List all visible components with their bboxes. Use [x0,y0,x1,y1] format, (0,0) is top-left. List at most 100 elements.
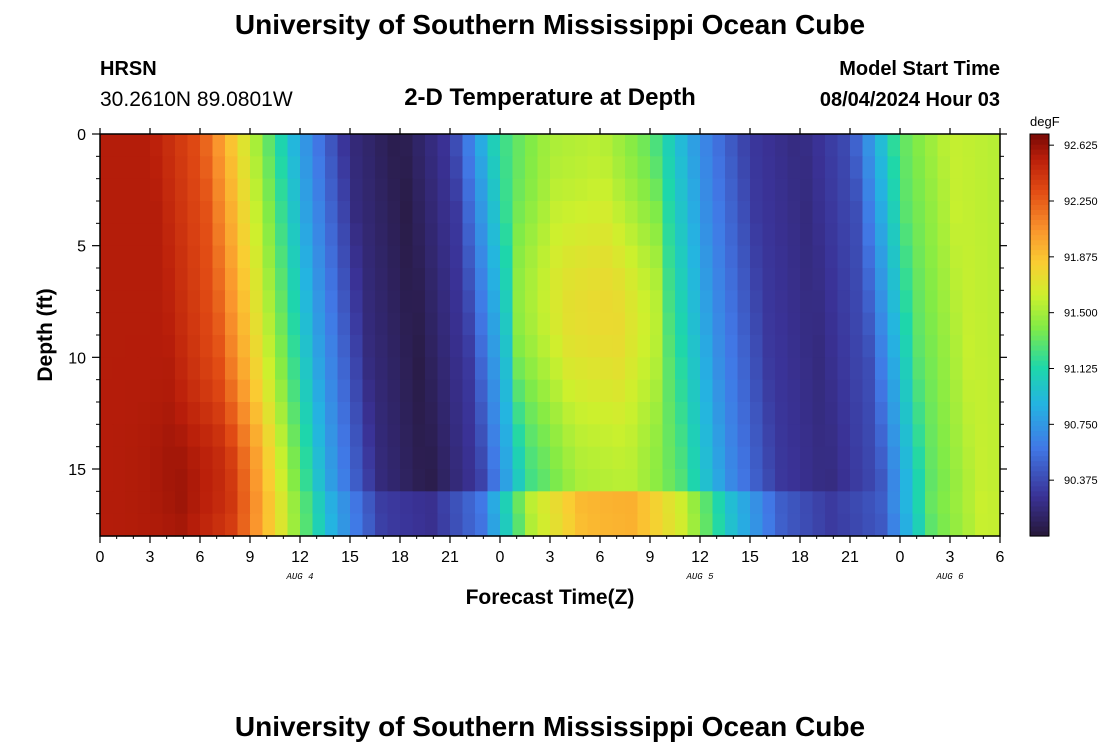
heatmap-cell [712,357,726,381]
heatmap-cell [750,178,764,202]
heatmap-cell [350,379,364,403]
heatmap-cell [475,357,489,381]
heatmap-cell [662,134,676,157]
heatmap-cell [887,223,901,247]
heatmap-cell [725,357,739,381]
heatmap-cell [850,379,864,403]
page-title: University of Southern Mississippi Ocean… [235,9,865,40]
heatmap-cell [975,290,989,314]
x-tick-label: 0 [496,549,505,566]
heatmap-cell [100,268,114,291]
heatmap-cell [450,335,464,358]
heatmap-cell [150,446,164,470]
heatmap-cell [625,245,639,269]
heatmap-cell [362,134,376,157]
heatmap-cell [750,156,764,180]
heatmap-cell [475,491,489,515]
heatmap-cell [437,312,451,336]
heatmap-cell [687,424,701,448]
heatmap-cell [300,513,314,537]
heatmap-cell [962,469,976,492]
station-name: HRSN [100,58,157,80]
heatmap-cell [112,134,126,157]
heatmap-cell [287,357,301,381]
heatmap-cell [250,335,264,358]
heatmap-cell [800,156,814,180]
heatmap-cell [325,513,339,537]
heatmap-cell [975,469,989,492]
heatmap-cell [162,312,176,336]
heatmap-cell [762,134,776,157]
colorbar-cell [1030,470,1049,477]
heatmap-cell [700,469,714,492]
heatmap-cell [175,268,189,291]
heatmap-cell [962,290,976,314]
heatmap-cell [337,402,351,425]
heatmap-cell [687,268,701,291]
heatmap-cell [950,156,964,180]
heatmap-cell [550,335,564,358]
colorbar-tick-label: 91.875 [1064,252,1098,264]
heatmap-cell [825,201,839,224]
heatmap-cell [262,424,276,448]
heatmap-cell [525,134,539,157]
heatmap-cell [900,446,914,470]
colorbar-cell [1030,169,1049,175]
heatmap-cell [375,223,389,247]
heatmap-cell [887,491,901,515]
heatmap-cell [950,268,964,291]
heatmap-cell [700,491,714,515]
heatmap-cell [537,201,551,224]
heatmap-cell [137,134,151,157]
colorbar-cell [1030,254,1049,261]
heatmap-cell [250,245,264,269]
heatmap-cell [175,446,189,470]
colorbar-cell [1030,505,1049,512]
heatmap-cell [887,312,901,336]
heatmap-cell [250,424,264,448]
heatmap-cell [637,156,651,180]
heatmap-cell [962,268,976,291]
heatmap-cell [775,201,789,224]
heatmap-cell [225,469,239,492]
heatmap-cell [975,379,989,403]
heatmap-cell [600,491,614,515]
heatmap-cell [962,491,976,515]
heatmap-cell [987,424,1001,448]
heatmap-cell [375,335,389,358]
heatmap-cell [312,357,326,381]
heatmap-cell [237,491,251,515]
heatmap-cell [212,290,226,314]
heatmap-cell [312,335,326,358]
heatmap-cell [862,290,876,314]
heatmap-cell [537,134,551,157]
heatmap-cell [200,290,214,314]
heatmap-cell [475,134,489,157]
heatmap-cell [212,469,226,492]
heatmap-cell [662,201,676,224]
heatmap-cell [862,223,876,247]
heatmap-cell [862,268,876,291]
heatmap-cell [687,245,701,269]
heatmap-cell [775,290,789,314]
heatmap-cell [487,178,501,202]
heatmap-cell [512,379,526,403]
heatmap-cell [787,156,801,180]
heatmap-cell [850,402,864,425]
colorbar-cell [1030,350,1049,356]
heatmap-cell [187,446,201,470]
heatmap-cell [100,178,114,202]
heatmap-cell [837,335,851,358]
heatmap-cell [650,469,664,492]
heatmap-cell [950,223,964,247]
heatmap-cell [775,312,789,336]
x-tick-label: 12 [291,549,309,566]
heatmap-cell [662,402,676,425]
heatmap-cell [150,245,164,269]
colorbar-cell [1030,269,1049,276]
heatmap-cell [437,201,451,224]
heatmap-cell [350,312,364,336]
heatmap-cell [350,245,364,269]
heatmap-cell [925,424,939,448]
colorbar-cell [1030,355,1049,361]
